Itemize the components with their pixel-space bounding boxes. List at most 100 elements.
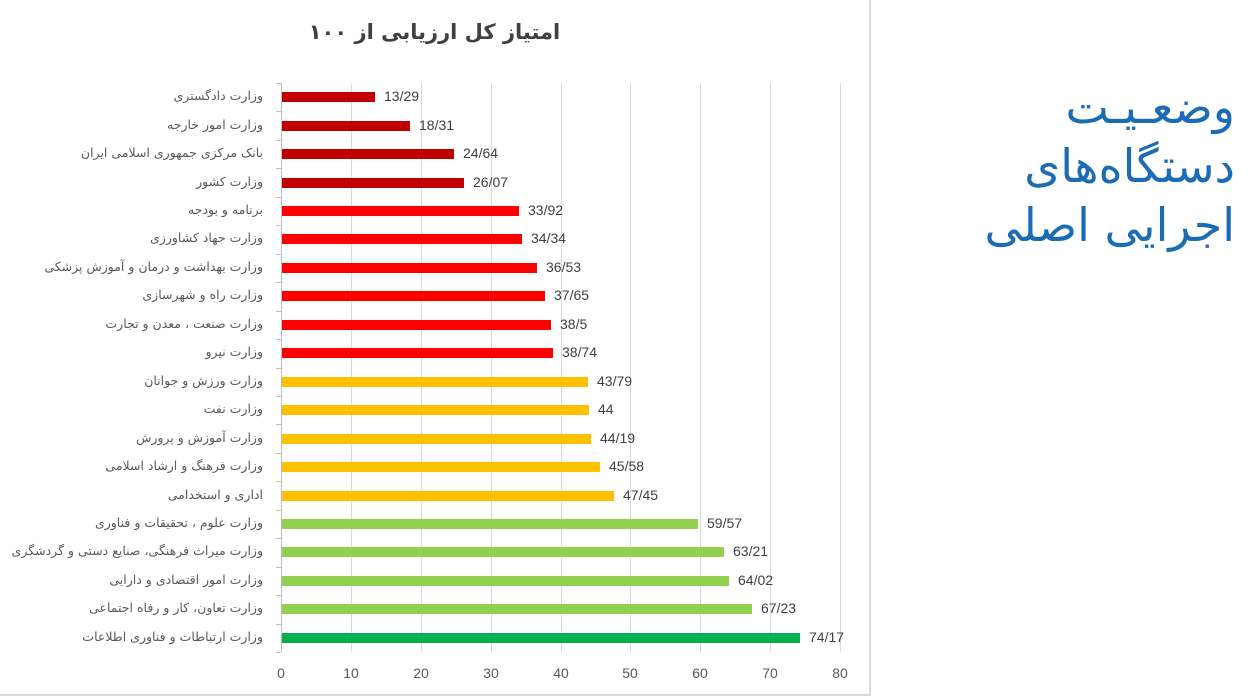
value-label: 24/64 [463, 145, 499, 161]
category-label: وزارت آموزش و پرورش [136, 430, 263, 445]
y-tick-mark [276, 225, 281, 226]
value-label: 38/5 [560, 316, 588, 332]
value-label: 47/45 [623, 487, 659, 503]
y-tick-mark [276, 197, 281, 198]
bar [282, 263, 537, 273]
value-label: 18/31 [419, 117, 455, 133]
category-label: وزارت دادگستری [173, 88, 263, 103]
x-tick-label: 70 [762, 665, 778, 681]
x-tick-label: 60 [692, 665, 708, 681]
y-tick-mark [276, 538, 281, 539]
y-tick-mark [276, 140, 281, 141]
chart-title: امتیاز کل ارزیابی از ۱۰۰ [308, 20, 561, 44]
gridline [561, 83, 562, 652]
gridline [351, 83, 352, 652]
category-label: وزارت نیرو [205, 344, 263, 359]
gridline [421, 83, 422, 652]
category-label: وزارت نفت [203, 401, 263, 416]
bar [282, 491, 614, 501]
gridline [840, 83, 841, 652]
gridline [700, 83, 701, 652]
bar [282, 149, 454, 159]
bar [282, 178, 464, 188]
bar [282, 462, 600, 472]
value-label: 43/79 [597, 373, 633, 389]
y-tick-mark [276, 339, 281, 340]
category-label: وزارت صنعت ، معدن و تجارت [105, 316, 263, 331]
y-axis-line [281, 83, 282, 652]
bar [282, 92, 375, 102]
x-tick-label: 80 [832, 665, 848, 681]
value-label: 44 [598, 401, 614, 417]
x-tick-label: 40 [553, 665, 569, 681]
y-tick-mark [276, 282, 281, 283]
x-tick-label: 20 [413, 665, 429, 681]
side-panel: وضعـیـت دستگاه‌های اجرایی اصلی [872, 0, 1257, 697]
plot-area: 0 10 20 30 40 50 60 70 80 وزارت دادگستری 13/29 وزار… [11, 83, 848, 681]
category-label: وزارت کشور [196, 174, 263, 189]
bar [282, 519, 698, 529]
value-label: 63/21 [733, 543, 769, 559]
side-title-line-3: اجرایی اصلی [984, 198, 1235, 252]
y-tick-mark [276, 595, 281, 596]
category-label: وزارت علوم ، تحقیقات و فناوری [94, 515, 263, 530]
side-title-line-2: دستگاه‌های [1024, 139, 1235, 193]
value-label: 67/23 [761, 600, 797, 616]
chart-panel: امتیاز کل ارزیابی از ۱۰۰ 0 10 20 30 40 50 60 70… [0, 0, 871, 696]
bar [282, 206, 519, 216]
value-label: 64/02 [738, 572, 774, 588]
value-label: 44/19 [600, 430, 636, 446]
category-label: وزارت ارتباطات و فناوری اطلاعات [82, 629, 263, 644]
value-label: 34/34 [531, 230, 567, 246]
bar [282, 633, 800, 643]
category-label: وزارت جهاد کشاورزی [150, 230, 263, 245]
gridline [770, 83, 771, 652]
gridline [491, 83, 492, 652]
category-label: وزارت بهداشت و درمان و آموزش پزشکی [44, 259, 263, 274]
y-tick-mark [276, 453, 281, 454]
value-label: 37/65 [554, 287, 590, 303]
y-tick-mark [276, 111, 281, 112]
y-tick-mark [276, 510, 281, 511]
category-label: وزارت امور اقتصادی و دارایی [109, 572, 263, 587]
gridline [630, 83, 631, 652]
category-label: وزارت ورزش و جوانان [144, 373, 263, 388]
category-label: وزارت تعاون، کار و رفاه اجتماعی [89, 600, 263, 615]
y-tick-mark [276, 424, 281, 425]
bar [282, 234, 522, 244]
value-label: 26/07 [473, 174, 509, 190]
side-title: وضعـیـت دستگاه‌های اجرایی اصلی [875, 78, 1235, 255]
y-tick-mark [276, 254, 281, 255]
x-tick-label: 0 [277, 665, 285, 681]
bar [282, 377, 588, 387]
y-tick-mark [276, 567, 281, 568]
y-tick-mark [276, 311, 281, 312]
x-tick-label: 50 [622, 665, 638, 681]
y-tick-mark [276, 396, 281, 397]
bar [282, 434, 591, 444]
value-label: 45/58 [609, 458, 645, 474]
bar [282, 291, 545, 301]
value-label: 59/57 [707, 515, 743, 531]
side-title-line-1: وضعـیـت [1065, 80, 1235, 134]
y-tick-mark [276, 481, 281, 482]
bar [282, 576, 729, 586]
value-label: 13/29 [384, 88, 420, 104]
value-label: 38/74 [562, 344, 598, 360]
category-label: وزارت راه و شهرسازی [142, 287, 263, 302]
category-label: بانک مرکزی جمهوری اسلامی ایران [80, 145, 263, 160]
category-label: اداری و استخدامی [167, 487, 263, 502]
bar [282, 348, 553, 358]
y-tick-mark [276, 652, 281, 653]
value-label: 33/92 [528, 202, 564, 218]
value-label: 74/17 [809, 629, 845, 645]
y-tick-mark [276, 624, 281, 625]
y-tick-mark [276, 168, 281, 169]
category-label: وزارت امور خارجه [167, 117, 263, 132]
category-label: وزارت میراث فرهنگی، صنایع دستی و گردشگری [11, 543, 263, 558]
category-label: برنامه و بودجه [188, 202, 263, 217]
category-label: وزارت فرهنگ و ارشاد اسلامی [105, 458, 263, 473]
x-tick-label: 30 [483, 665, 499, 681]
bar [282, 547, 724, 557]
x-tick-label: 10 [343, 665, 359, 681]
